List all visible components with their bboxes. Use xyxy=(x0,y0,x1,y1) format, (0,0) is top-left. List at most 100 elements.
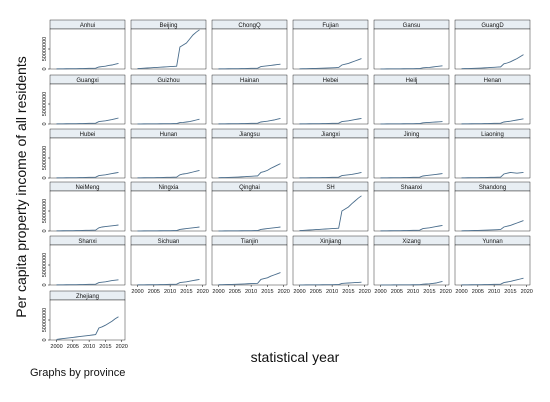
panel-qinghai: Qinghai xyxy=(211,181,288,232)
panel-xizang: Xizang 2000 2005 2010 2015 2020 xyxy=(373,235,452,295)
y-tick-label: 0 xyxy=(42,229,48,232)
x-tick-label: 2000 xyxy=(212,289,224,295)
panel-title: ChongQ xyxy=(238,23,261,29)
x-tick-label: 2000 xyxy=(131,289,143,295)
panel-plot-area xyxy=(454,137,531,179)
panel-hunan: Hunan xyxy=(130,128,207,179)
series-line-sichuan xyxy=(137,278,200,286)
x-tick-label: 2010 xyxy=(326,289,338,295)
panel-plot-area xyxy=(211,244,288,286)
panel-plot-area xyxy=(130,83,207,125)
panel-sichuan: Sichuan 2000 2005 2010 2015 2020 xyxy=(130,235,209,295)
panel-plot-area xyxy=(373,244,450,286)
x-tick-label: 2020 xyxy=(197,289,209,295)
panel-plot-area xyxy=(211,190,288,232)
x-tick-label: 2010 xyxy=(83,344,95,350)
panel-title: Fujian xyxy=(322,23,338,29)
series-line-heilj xyxy=(380,121,443,125)
series-line-qinghai xyxy=(218,226,281,232)
x-tick-label: 2010 xyxy=(164,289,176,295)
panel-beijing: Beijing xyxy=(130,19,207,70)
x-tick-label: 2005 xyxy=(391,289,403,295)
panel-title: Qinghai xyxy=(239,185,260,191)
x-tick-label: 2005 xyxy=(472,289,484,295)
panel-title: Zhejiang xyxy=(76,294,99,300)
panel-title: Hainan xyxy=(240,78,259,84)
series-line-fujian xyxy=(299,58,362,70)
panel-plot-area xyxy=(130,244,207,286)
panel-tianjin: Tianjin 2000 2005 2010 2015 2020 xyxy=(211,235,290,295)
series-line-tianjin xyxy=(218,272,281,286)
x-axis-label: statistical year xyxy=(251,349,340,365)
panel-plot-area xyxy=(373,28,450,70)
series-line-shandong xyxy=(461,220,524,232)
y-tick-label: 50000000 xyxy=(42,253,48,277)
series-line-henan xyxy=(461,118,524,125)
y-tick-label: 0 xyxy=(42,338,48,341)
panel-shanxi: Shanxi 0 50000000 xyxy=(42,235,126,287)
panel-plot-area xyxy=(49,137,126,179)
panel-plot-area xyxy=(49,299,126,341)
panel-title: GuangD xyxy=(481,23,504,29)
x-tick-label: 2020 xyxy=(440,289,452,295)
panel-title: Jining xyxy=(404,132,420,138)
panel-title: SH xyxy=(326,185,334,191)
x-tick-label: 2015 xyxy=(180,289,192,295)
panel-neimeng: NeiMeng 0 50000000 xyxy=(42,181,126,233)
x-tick-label: 2010 xyxy=(488,289,500,295)
panel-title: Hebei xyxy=(323,78,339,84)
panel-plot-area xyxy=(292,83,369,125)
panel-title: Henan xyxy=(484,78,502,84)
panel-yunnan: Yunnan 2000 2005 2010 2015 2020 xyxy=(454,235,533,295)
panel-hubei: Hubei 0 50000000 xyxy=(42,128,126,180)
x-tick-label: 2015 xyxy=(99,344,111,350)
panel-henan: Henan xyxy=(454,74,531,125)
panel-guizhou: Guizhou xyxy=(130,74,207,125)
x-tick-label: 2000 xyxy=(50,344,62,350)
panel-plot-area xyxy=(373,137,450,179)
series-line-shanxi xyxy=(56,279,119,286)
series-line-hainan xyxy=(218,117,281,125)
panel-title: Hubei xyxy=(80,132,96,138)
series-line-guangd xyxy=(461,54,524,70)
panel-plot-area xyxy=(454,244,531,286)
panel-title: Jiangsu xyxy=(239,132,260,138)
panel-title: Guizhou xyxy=(157,78,179,84)
panel-zhejiang: Zhejiang 0 50000000 2000 2005 2010 2015 2020 xyxy=(42,290,128,350)
panel-shaanxi: Shaanxi xyxy=(373,181,450,232)
panel-title: Hunan xyxy=(160,132,178,138)
x-tick-label: 2000 xyxy=(293,289,305,295)
panel-chongq: ChongQ xyxy=(211,19,288,70)
y-tick-label: 0 xyxy=(42,67,48,70)
series-line-jiangsu xyxy=(218,163,281,179)
panel-title: Tianjin xyxy=(241,239,258,245)
panel-guangd: GuangD xyxy=(454,19,531,70)
panel-title: Sichuan xyxy=(158,239,180,245)
x-tick-label: 2015 xyxy=(423,289,435,295)
series-line-neimeng xyxy=(56,224,119,232)
graphs-by-note: Graphs by province xyxy=(30,367,126,379)
panel-plot-area xyxy=(292,190,369,232)
series-line-xinjiang xyxy=(299,281,362,286)
panel-plot-area xyxy=(49,190,126,232)
panel-plot-area xyxy=(130,137,207,179)
panel-plot-area xyxy=(373,83,450,125)
panel-jiangxi: Jiangxi xyxy=(292,128,369,179)
panel-guangxi: Guangxi 0 50000000 xyxy=(42,74,126,126)
panel-title: Ningxia xyxy=(158,185,179,191)
panel-plot-area xyxy=(292,137,369,179)
series-line-hebei xyxy=(299,117,362,125)
x-tick-label: 2005 xyxy=(229,289,241,295)
x-tick-label: 2020 xyxy=(359,289,371,295)
series-line-jining xyxy=(380,173,443,179)
panel-plot-area xyxy=(211,28,288,70)
panel-title: Liaoning xyxy=(481,132,504,138)
panel-hebei: Hebei xyxy=(292,74,369,125)
panel-plot-area xyxy=(454,83,531,125)
x-tick-label: 2000 xyxy=(374,289,386,295)
panel-title: Heilj xyxy=(406,78,418,84)
series-line-anhui xyxy=(56,62,119,70)
y-axis-label: Per capita property income of all reside… xyxy=(13,56,29,317)
series-line-hubei xyxy=(56,171,119,179)
